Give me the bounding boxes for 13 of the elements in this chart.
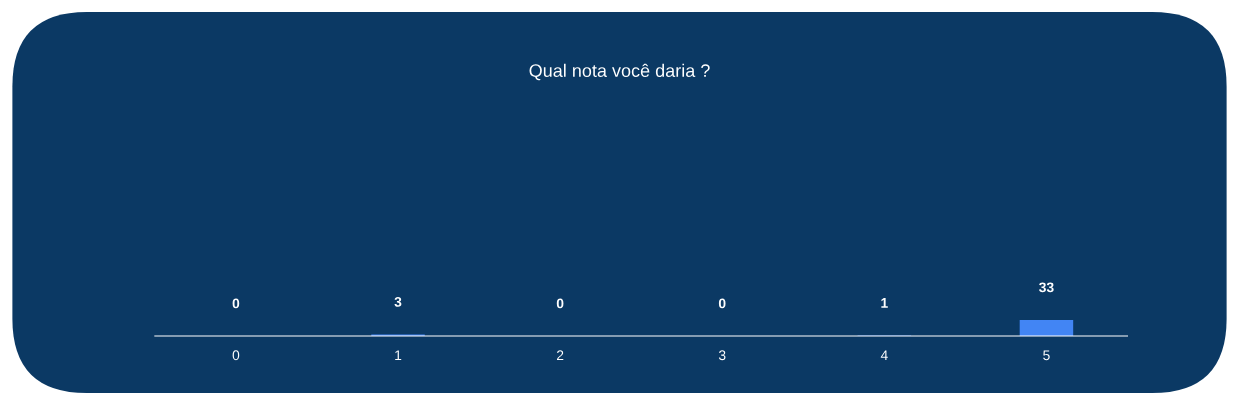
chart-title: Qual nota você daria ? bbox=[529, 63, 710, 81]
data-label: 0 bbox=[556, 298, 564, 309]
x-tick-label: 1 bbox=[395, 350, 402, 360]
data-label: 0 bbox=[232, 298, 240, 309]
x-tick-label: 0 bbox=[232, 350, 240, 361]
data-label: 3 bbox=[394, 297, 402, 307]
x-tick-label: 4 bbox=[880, 350, 888, 360]
data-label: 0 bbox=[718, 298, 726, 309]
x-tick-label: 5 bbox=[1043, 350, 1050, 361]
data-label: 1 bbox=[881, 298, 888, 308]
x-tick-label: 2 bbox=[556, 350, 564, 360]
x-tick-label: 3 bbox=[718, 350, 726, 361]
data-label: 33 bbox=[1039, 282, 1054, 293]
